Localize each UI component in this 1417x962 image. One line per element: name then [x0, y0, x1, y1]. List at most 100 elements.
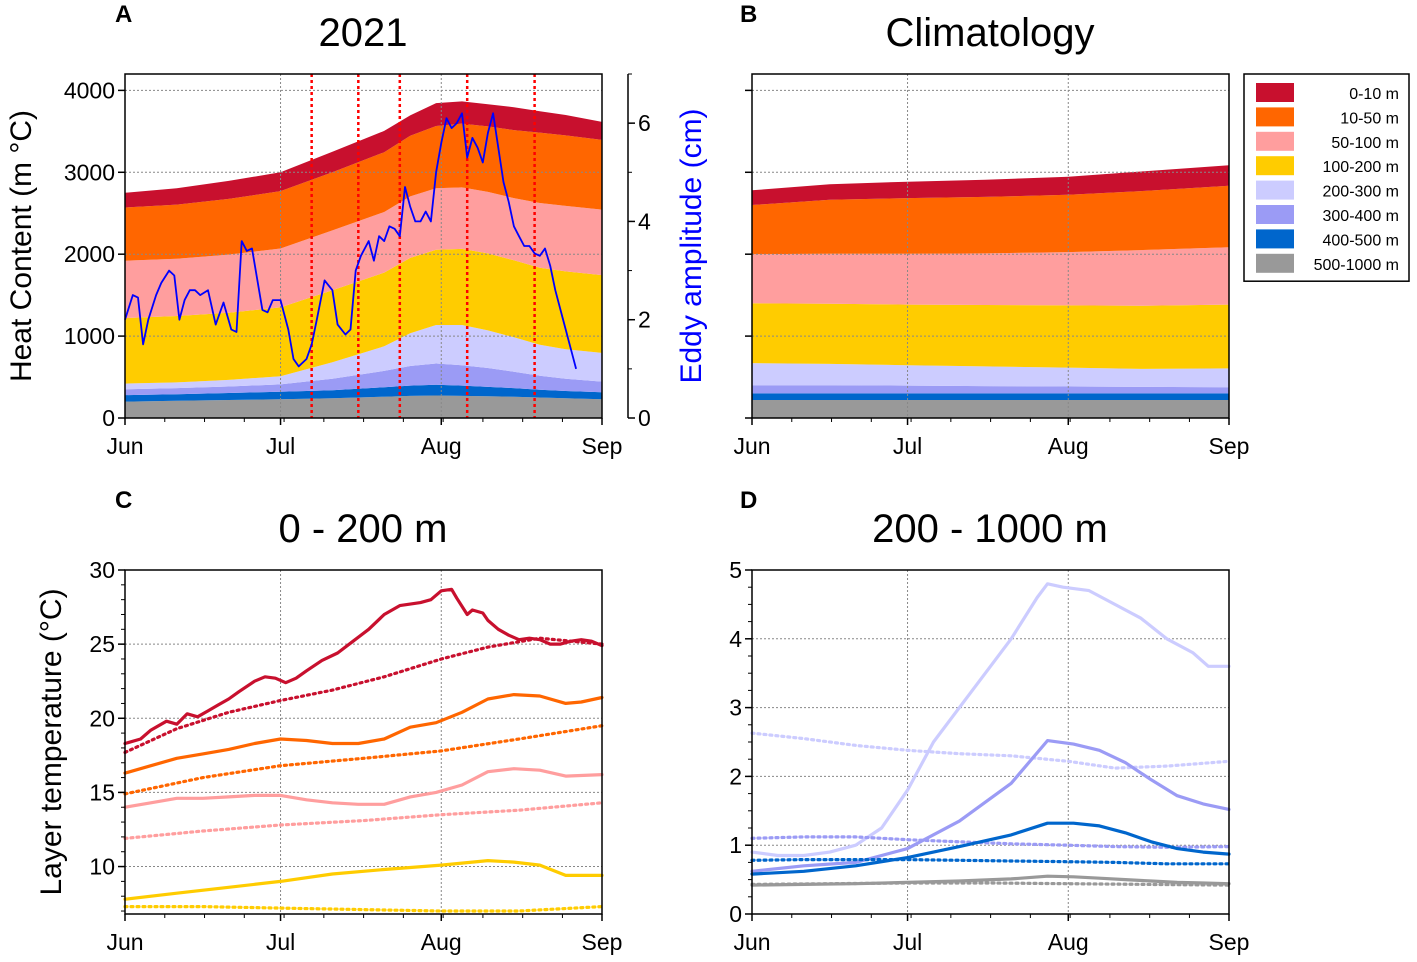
panel-d-ytick-label: 1: [729, 832, 742, 858]
panel-b-area-200-300-m: [752, 363, 1229, 388]
panel-d-line-400-500-m-clim: [750, 857, 1231, 866]
panel-b-area-400-500-m: [752, 393, 1229, 400]
panel-letter-a: A: [115, 1, 132, 28]
panel-c-ytick-label: 30: [89, 557, 115, 583]
panel-a-ytick-label: 0: [102, 405, 115, 431]
panel-c-ytick-label: 10: [89, 854, 115, 880]
panel-c-xtick-label: Sep: [582, 929, 623, 955]
panel-a-xtick-label: Jun: [106, 433, 143, 459]
panel-d-ytick-label: 2: [729, 763, 742, 789]
panel-d-line-500-1000-m-clim: [750, 881, 1231, 887]
panel-a: A 2021 Jun Jul Aug Sep 0 1000 2000 3000 4000 0 2 4 6…: [5, 1, 708, 459]
panel-letter-b: B: [740, 1, 757, 28]
panel-c: C 0 - 200 m Jun Jul Aug Sep 10 15 20 25 30 Layer…: [35, 487, 622, 955]
panel-d-line-400-500-m: [750, 821, 1231, 876]
legend-label-200-300-m: 200-300 m: [1323, 184, 1400, 201]
panel-c-line-0-10-m-clim: [123, 636, 604, 755]
panel-a-y2tick-label: 6: [638, 110, 651, 136]
panel-a-y2tick-label: 0: [638, 405, 651, 431]
panel-d-line-500-1000-m: [750, 874, 1231, 887]
panel-d-ytick-label: 4: [729, 626, 742, 652]
panel-b-plot: Jun Jul Aug Sep: [733, 73, 1250, 459]
panel-a-y2label: Eddy amplitude (cm): [675, 108, 708, 383]
panel-b-title: Climatology: [886, 11, 1095, 55]
panel-b-xtick-label: Sep: [1209, 433, 1250, 459]
panel-a-ytick-label: 3000: [64, 159, 115, 185]
panel-d-ytick-label: 0: [729, 901, 742, 927]
panel-b-area-0-10-m: [752, 165, 1229, 205]
panel-b-area-300-400-m: [752, 385, 1229, 394]
panel-d-xtick-label: Aug: [1048, 929, 1089, 955]
panel-d-title: 200 - 1000 m: [872, 507, 1108, 551]
legend-label-300-400-m: 300-400 m: [1323, 208, 1400, 225]
panel-c-xtick-label: Aug: [421, 929, 462, 955]
panel-d-xtick-label: Jun: [733, 929, 770, 955]
panel-b-area-500-1000-m: [752, 400, 1229, 418]
panel-c-ytick-label: 20: [89, 705, 115, 731]
panel-a-plot: Jun Jul Aug Sep 0 1000 2000 3000 4000 0 2 4 6: [64, 73, 651, 459]
panel-b-xtick-label: Jun: [733, 433, 770, 459]
legend-label-400-500-m: 400-500 m: [1323, 232, 1400, 249]
panel-a-area-0-10-m: [125, 101, 602, 208]
legend-label-500-1000-m: 500-1000 m: [1314, 257, 1399, 274]
legend-swatch-10-50-m: [1256, 107, 1294, 127]
panel-c-line-50-100-m: [123, 767, 604, 809]
legend-label-100-200-m: 100-200 m: [1323, 159, 1400, 176]
panel-c-plot: Jun Jul Aug Sep 10 15 20 25 30: [89, 557, 622, 955]
panel-b-area-50-100-m: [752, 247, 1229, 306]
panel-d-line-200-300-m-clim: [750, 731, 1231, 770]
panel-c-ytick-label: 25: [89, 631, 115, 657]
panel-b-area-10-50-m: [752, 185, 1229, 255]
panel-a-xtick-label: Sep: [582, 433, 623, 459]
legend-swatch-0-10-m: [1256, 83, 1294, 102]
legend: 0-10 m 10-50 m 50-100 m 100-200 m 200-300 m 3…: [1243, 73, 1410, 282]
panel-c-line-100-200-m-clim: [123, 904, 604, 913]
panel-c-line-50-100-m-clim: [123, 801, 604, 841]
panel-a-area-100-200-m: [125, 248, 602, 384]
legend-label-50-100-m: 50-100 m: [1331, 135, 1399, 152]
panel-a-area-400-500-m: [125, 384, 602, 402]
panel-a-ylabel: Heat Content (m °C): [5, 110, 38, 382]
legend-swatch-200-300-m: [1256, 180, 1294, 200]
panel-a-area-500-1000-m: [125, 395, 602, 418]
panel-a-ytick-label: 1000: [64, 323, 115, 349]
panel-a-area-200-300-m: [125, 325, 602, 390]
panel-c-xtick-label: Jul: [266, 929, 295, 955]
panel-d-line-300-400-m: [750, 738, 1231, 873]
panel-a-eddy-amplitude-line: [124, 112, 577, 370]
legend-swatch-50-100-m: [1256, 131, 1294, 151]
panel-c-line-0-10-m: [123, 587, 604, 746]
panel-a-y2tick-label: 2: [638, 307, 651, 333]
panel-a-title: 2021: [319, 11, 408, 55]
panel-c-ylabel: Layer temperature (°C): [35, 588, 68, 895]
legend-swatch-300-400-m: [1256, 205, 1294, 224]
panel-d-line-300-400-m-clim: [750, 835, 1231, 849]
panel-c-title: 0 - 200 m: [279, 507, 448, 551]
panel-a-xtick-label: Jul: [266, 433, 295, 459]
panel-d-ytick-label: 3: [729, 695, 742, 721]
panel-a-y2tick-label: 4: [638, 208, 651, 234]
panel-b-area-100-200-m: [752, 303, 1229, 369]
panel-c-line-10-50-m: [123, 692, 604, 775]
legend-swatch-100-200-m: [1256, 156, 1294, 176]
legend-box: [1243, 73, 1410, 282]
panel-d: D 200 - 1000 m Jun Jul Aug Sep 0 1 2 3 4 5: [729, 487, 1249, 955]
panel-a-xtick-label: Aug: [421, 433, 462, 459]
panel-letter-d: D: [740, 487, 757, 514]
panel-d-xtick-label: Jul: [893, 929, 922, 955]
panel-d-ytick-label: 5: [729, 557, 742, 583]
panel-b: B Climatology Jun Jul Aug Sep 0-10 m 10-50 m…: [733, 1, 1410, 459]
legend-label-0-10-m: 0-10 m: [1349, 86, 1399, 103]
panel-c-xtick-label: Jun: [106, 929, 143, 955]
legend-swatch-400-500-m: [1256, 229, 1294, 249]
panel-d-line-200-300-m: [750, 582, 1231, 858]
legend-swatch-500-1000-m: [1256, 253, 1294, 273]
panel-a-ytick-label: 4000: [64, 77, 115, 103]
panel-a-ytick-label: 2000: [64, 241, 115, 267]
legend-label-10-50-m: 10-50 m: [1340, 110, 1399, 127]
panel-b-xtick-label: Jul: [893, 433, 922, 459]
panel-d-xtick-label: Sep: [1209, 929, 1250, 955]
panel-a-area-300-400-m: [125, 363, 602, 396]
panel-b-xtick-label: Aug: [1048, 433, 1089, 459]
